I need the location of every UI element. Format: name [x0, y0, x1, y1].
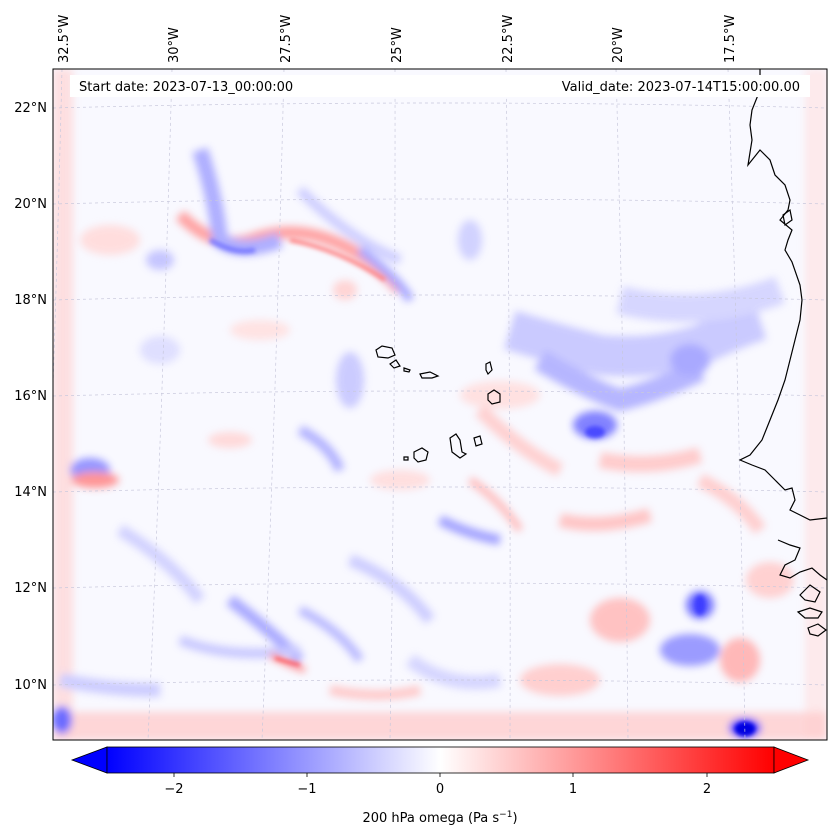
- parallel-line: [53, 582, 827, 589]
- colorbar-extend-min: [70, 746, 108, 774]
- lon-label: 22.5°W: [501, 15, 516, 63]
- colorbar-label: 200 hPa omega (Pa s−1): [362, 810, 517, 826]
- lon-label: 32.5°W: [57, 15, 72, 63]
- island-sao-vicente: [389, 359, 401, 369]
- lat-label: 22°N: [14, 101, 47, 116]
- parallel-line: [53, 294, 827, 301]
- lat-label: 14°N: [14, 485, 47, 500]
- lon-label: 30°W: [167, 27, 182, 63]
- header-box: [70, 75, 810, 97]
- map-background: [53, 69, 827, 740]
- colorbar: −2 −1 0 1 2 200 hPa omega (Pa s−1): [70, 746, 810, 826]
- island-brava: [403, 456, 409, 461]
- lat-label: 10°N: [14, 678, 47, 693]
- lon-label: 25°W: [390, 27, 405, 63]
- parallel-line: [53, 390, 827, 397]
- lon-label: 27.5°W: [279, 15, 294, 63]
- map-frame: [52, 68, 828, 741]
- island-fogo: [413, 447, 429, 463]
- latitude-labels: 22°N 20°N 18°N 16°N 14°N 12°N 10°N: [14, 101, 47, 693]
- island-santo-antao: [375, 345, 396, 359]
- colorbar-tick-label: 2: [703, 782, 711, 797]
- lon-label: 17.5°W: [723, 15, 738, 63]
- colorbar-extend-max: [773, 746, 810, 774]
- lat-label: 20°N: [14, 197, 47, 212]
- valid-date-label: Valid_date: 2023-07-14T15:00:00.00: [562, 80, 800, 95]
- island-sal: [485, 361, 493, 376]
- colorbar-tick-label: −2: [164, 782, 183, 797]
- parallel-line: [53, 198, 827, 205]
- omega-field: [53, 69, 827, 740]
- lon-label: 20°W: [611, 27, 626, 63]
- longitude-labels: 32.5°W 30°W 27.5°W 25°W 22.5°W 20°W 17.5…: [57, 15, 738, 63]
- lat-label: 12°N: [14, 581, 47, 596]
- island-santiago: [449, 433, 468, 459]
- colorbar-tick-label: −1: [297, 782, 316, 797]
- parallel-line: [53, 102, 827, 109]
- parallel-line: [53, 679, 827, 686]
- lat-label: 16°N: [14, 389, 47, 404]
- start-date-label: Start date: 2023-07-13_00:00:00: [79, 80, 293, 95]
- graticule: [53, 69, 827, 740]
- colorbar-tick-label: 1: [569, 782, 577, 797]
- lat-label: 18°N: [14, 293, 47, 308]
- colorbar-gradient: [106, 746, 775, 774]
- island-boa-vista: [487, 389, 501, 405]
- island-sao-nicolau: [419, 371, 440, 379]
- island-maio: [473, 435, 483, 447]
- parallel-line: [53, 486, 827, 493]
- coastline: [375, 69, 827, 637]
- colorbar-tick-label: 0: [436, 782, 444, 797]
